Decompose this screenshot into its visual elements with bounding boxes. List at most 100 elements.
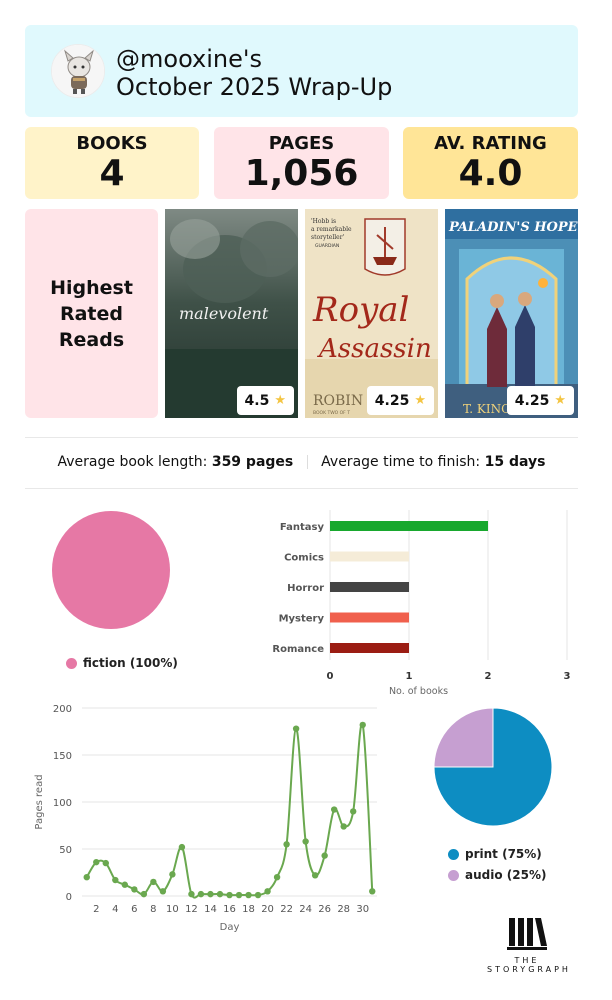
pages-x-tick: 24 bbox=[299, 904, 312, 915]
pages-data-point bbox=[340, 823, 347, 830]
genre-category-label: Horror bbox=[287, 583, 324, 594]
divider-top bbox=[25, 437, 578, 438]
pages-data-point bbox=[273, 874, 281, 881]
pages-data-point bbox=[350, 808, 357, 815]
pages-y-tick: 150 bbox=[53, 751, 72, 762]
stat-books-label: BOOKS bbox=[76, 133, 148, 154]
averages-summary: Average book length: 359 pages Average t… bbox=[25, 454, 578, 470]
cover-title-line-2: Assassin bbox=[317, 334, 432, 364]
logo-brand: STORYGRAPH bbox=[487, 965, 571, 974]
pages-x-tick: 26 bbox=[318, 904, 331, 915]
pages-x-tick: 12 bbox=[185, 904, 198, 915]
genre-category-label: Fantasy bbox=[280, 522, 325, 533]
pages-x-tick: 28 bbox=[337, 904, 350, 915]
genre-x-tick: 0 bbox=[327, 671, 334, 682]
averages-separator bbox=[306, 455, 308, 469]
pages-data-point bbox=[311, 872, 319, 879]
pages-data-point bbox=[330, 806, 338, 813]
stat-books-value: 4 bbox=[99, 153, 125, 194]
book-cover-paladins-hope[interactable]: PALADIN'S HOPE T. KING 4.25 ★ bbox=[445, 209, 578, 418]
legend-label: print (75%) bbox=[465, 847, 542, 861]
rating-value: 4.25 bbox=[514, 392, 550, 409]
pages-x-tick: 20 bbox=[261, 904, 274, 915]
pages-x-tick: 18 bbox=[242, 904, 255, 915]
legend-label: audio (25%) bbox=[465, 868, 547, 882]
stat-average-rating: AV. RATING 4.0 bbox=[403, 127, 578, 199]
storygraph-icon bbox=[507, 918, 547, 950]
genre-bar-fantasy bbox=[330, 521, 488, 531]
stat-pages-label: PAGES bbox=[268, 133, 335, 154]
avg-finish-label: Average time to finish: bbox=[321, 454, 481, 470]
pages-data-point bbox=[178, 843, 186, 851]
pages-data-point bbox=[235, 891, 243, 899]
pages-data-point bbox=[150, 878, 157, 886]
star-icon: ★ bbox=[274, 393, 286, 408]
pages-data-point bbox=[131, 886, 138, 893]
legend-label: fiction (100%) bbox=[83, 656, 178, 670]
stat-rating-value: 4.0 bbox=[458, 153, 523, 194]
pages-y-tick: 50 bbox=[59, 845, 72, 856]
pages-data-point bbox=[359, 721, 366, 729]
page-title: October 2025 Wrap-Up bbox=[116, 73, 393, 101]
wrap-up-header: @mooxine's October 2025 Wrap-Up bbox=[25, 25, 578, 117]
rating-badge: 4.25 ★ bbox=[506, 386, 574, 415]
pages-data-point bbox=[159, 888, 167, 895]
avatar[interactable] bbox=[51, 44, 105, 98]
rating-badge: 4.5 ★ bbox=[236, 386, 294, 415]
storygraph-logo[interactable]: THE STORYGRAPH bbox=[487, 916, 571, 974]
book-cover-royal-assassin[interactable]: 'Hobb is a remarkable storyteller' GUARD… bbox=[305, 209, 438, 418]
pages-data-point bbox=[207, 890, 214, 898]
genre-bar-comics bbox=[330, 551, 409, 562]
rating-badge: 4.25 ★ bbox=[366, 386, 434, 415]
star-icon: ★ bbox=[414, 393, 426, 408]
cover-quote-source: GUARDIAN bbox=[315, 243, 339, 249]
logo-the: THE bbox=[514, 956, 540, 965]
pages-data-point bbox=[102, 859, 109, 867]
legend-dot bbox=[66, 657, 77, 669]
pages-x-tick: 16 bbox=[223, 904, 236, 915]
pages-data-point bbox=[93, 858, 100, 866]
highest-rated-heading-box: Highest Rated Reads bbox=[25, 209, 158, 418]
book-cover-malevolent[interactable]: malevolent 4.5 ★ bbox=[165, 209, 298, 418]
cover-author: ROBIN bbox=[313, 393, 363, 409]
divider-bottom bbox=[25, 488, 578, 489]
stat-rating-label: AV. RATING bbox=[434, 133, 547, 154]
pages-data-point bbox=[226, 891, 233, 899]
stat-books: BOOKS 4 bbox=[25, 127, 199, 199]
pages-data-point bbox=[369, 888, 376, 895]
pages-x-tick: 6 bbox=[131, 904, 137, 915]
genre-bar-romance bbox=[330, 643, 409, 653]
format-legend-print: print (75%) bbox=[448, 847, 542, 861]
format-legend-audio: audio (25%) bbox=[448, 868, 546, 882]
legend-dot bbox=[448, 869, 459, 881]
pages-x-tick: 4 bbox=[112, 904, 118, 915]
genre-x-tick: 1 bbox=[406, 671, 413, 682]
fiction-legend: fiction (100%) bbox=[66, 656, 178, 670]
cover-title-text: PALADIN'S HOPE bbox=[448, 220, 578, 235]
pages-data-point bbox=[283, 841, 290, 848]
pages-y-tick: 0 bbox=[66, 892, 72, 903]
pages-x-axis-label: Day bbox=[220, 922, 240, 933]
pages-y-tick: 100 bbox=[53, 798, 72, 809]
avg-length-label: Average book length: bbox=[57, 454, 208, 470]
pie-slice-0 bbox=[52, 511, 170, 629]
rating-value: 4.5 bbox=[244, 392, 270, 409]
genre-bar-horror bbox=[330, 582, 409, 592]
genre-x-axis-label: No. of books bbox=[389, 686, 448, 697]
cover-author: T. KING bbox=[463, 402, 511, 416]
genre-x-tick: 3 bbox=[564, 671, 571, 682]
pages-x-tick: 8 bbox=[150, 904, 156, 915]
star-icon: ★ bbox=[554, 393, 566, 408]
genre-x-tick: 2 bbox=[485, 671, 492, 682]
pages-data-point bbox=[302, 838, 309, 845]
username-handle[interactable]: @mooxine's bbox=[116, 45, 262, 73]
pages-x-tick: 22 bbox=[280, 904, 293, 915]
pages-x-tick: 30 bbox=[356, 904, 369, 915]
pages-data-point bbox=[169, 871, 176, 878]
pages-data-point bbox=[112, 876, 119, 884]
pages-data-point bbox=[121, 881, 129, 888]
avg-length-value: 359 pages bbox=[211, 454, 294, 470]
cover-title-text: malevolent bbox=[179, 304, 269, 323]
genre-bar-mystery bbox=[330, 612, 409, 623]
